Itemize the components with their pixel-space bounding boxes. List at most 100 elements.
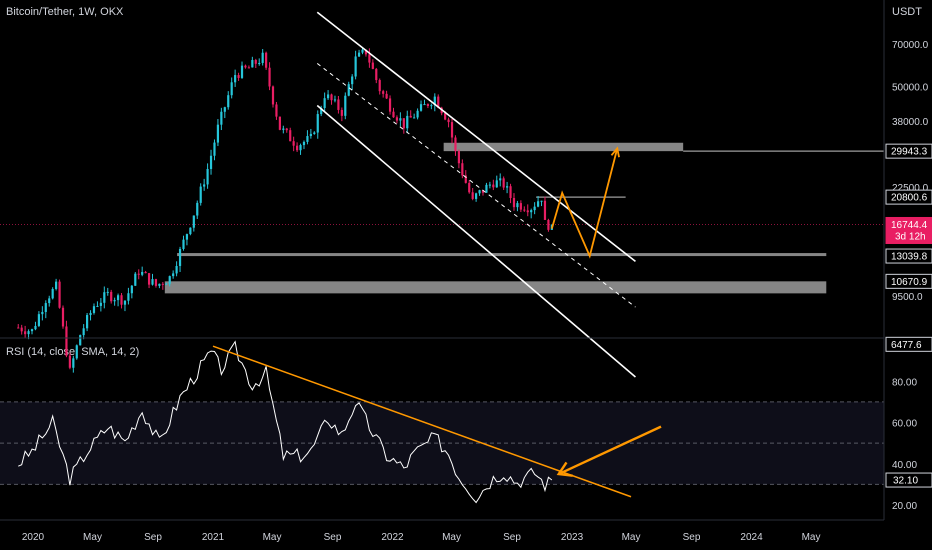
price-badge-value: 6477.6 — [891, 340, 922, 351]
candle-body-9 — [48, 298, 51, 304]
projection-path — [550, 148, 619, 259]
candle-body-143 — [509, 186, 512, 199]
candle-body-36 — [141, 271, 144, 275]
candle-body-69 — [254, 60, 257, 64]
candle-body-43 — [165, 283, 168, 285]
candle-body-32 — [127, 293, 130, 301]
price-badge-value: 29943.3 — [891, 147, 928, 158]
candle-body-95 — [344, 95, 347, 116]
label-layer: 29943.3 20800.6 16744.43d 12h 13039.8 10670.… — [885, 143, 932, 488]
candle-body-78 — [285, 128, 288, 131]
candle-body-129 — [461, 163, 464, 176]
rsi-arrow-head — [556, 461, 573, 477]
price-tick-label: 70000.0 — [892, 40, 929, 51]
time-tick-label: May — [802, 532, 821, 543]
time-tick-label: Sep — [503, 532, 521, 543]
candle-body-68 — [251, 60, 254, 68]
candle-body-4 — [30, 329, 34, 332]
candle-body-144 — [512, 198, 516, 208]
candle-body-79 — [289, 130, 292, 142]
price-badge-box — [885, 189, 932, 205]
candle-body-89 — [323, 98, 326, 108]
candle-body-80 — [292, 141, 295, 146]
candle-body-138 — [492, 184, 495, 188]
candle-body-145 — [516, 203, 519, 208]
candle-body-44 — [168, 276, 171, 284]
rsi-layer — [18, 340, 662, 504]
time-tick-label: Sep — [144, 532, 162, 543]
candle-body-154 — [547, 219, 550, 230]
candle-body-16 — [72, 358, 75, 368]
candle-body-105 — [378, 80, 381, 92]
candle-body-5 — [34, 325, 37, 330]
candle-body-62 — [230, 82, 233, 96]
candle-body-64 — [237, 75, 240, 78]
candle-body-47 — [178, 248, 182, 266]
price-badge-box — [885, 273, 932, 289]
zone-layer — [0, 142, 884, 294]
candle-body-137 — [488, 184, 491, 186]
candle-layer — [17, 47, 553, 373]
candle-body-27 — [110, 291, 113, 302]
time-tick-label: 2021 — [202, 532, 225, 543]
candle-body-93 — [337, 99, 340, 110]
candle-body-77 — [282, 128, 285, 130]
time-tick-label: May — [622, 532, 641, 543]
candle-body-48 — [182, 239, 185, 249]
candle-body-52 — [196, 202, 199, 216]
candle-body-10 — [51, 288, 54, 299]
candle-body-21 — [89, 312, 92, 316]
rsi-band-layer — [0, 401, 884, 485]
candle-body-41 — [158, 283, 161, 286]
rsi-tick-label: 40.00 — [892, 460, 917, 471]
candle-body-17 — [75, 345, 78, 359]
candle-body-12 — [58, 281, 61, 308]
candle-body-46 — [175, 265, 178, 274]
candle-body-54 — [203, 184, 206, 187]
candle-body-127 — [454, 137, 457, 152]
candle-body-116 — [416, 110, 419, 118]
candle-body-59 — [220, 111, 223, 125]
candle-body-130 — [464, 175, 467, 183]
price-badge-box — [885, 336, 932, 352]
rsi-series-line — [18, 340, 553, 504]
candle-body-114 — [409, 115, 412, 118]
candle-body-24 — [99, 302, 102, 306]
candle-body-30 — [120, 295, 123, 305]
candle-body-7 — [41, 311, 44, 315]
time-tick-label: 2020 — [22, 532, 45, 543]
chart-symbol-title: Bitcoin/Tether, 1W, OKX — [6, 6, 124, 18]
candle-body-153 — [543, 200, 547, 220]
price-tick-label: 50000.0 — [892, 82, 929, 93]
candle-body-53 — [199, 186, 202, 203]
price-badge-value: 20800.6 — [891, 193, 928, 204]
candle-body-72 — [265, 52, 268, 68]
candle-body-58 — [216, 124, 220, 143]
time-tick-label: 2023 — [561, 532, 584, 543]
candle-body-96 — [347, 84, 350, 96]
rsi-tick-label: 80.00 — [892, 377, 917, 388]
candle-body-128 — [457, 151, 461, 164]
candle-body-110 — [395, 117, 399, 121]
candle-body-119 — [426, 104, 430, 107]
rsi-arrow-shaft — [558, 425, 662, 476]
candle-body-120 — [430, 105, 433, 107]
candle-body-115 — [413, 117, 416, 119]
candle-body-14 — [65, 326, 68, 356]
candle-body-76 — [278, 116, 281, 130]
candle-body-50 — [189, 227, 192, 235]
candle-body-29 — [116, 295, 120, 301]
candle-body-55 — [206, 168, 209, 185]
candle-body-31 — [123, 300, 127, 305]
currency-label: USDT — [892, 6, 922, 18]
time-tick-label: May — [83, 532, 102, 543]
time-tick-label: 2022 — [381, 532, 404, 543]
candle-body-125 — [447, 119, 450, 123]
time-tick-label: May — [263, 532, 282, 543]
candle-body-26 — [106, 291, 109, 293]
candle-body-135 — [481, 190, 485, 193]
candle-body-118 — [423, 104, 426, 106]
candle-body-28 — [113, 300, 116, 302]
candle-body-61 — [227, 95, 230, 108]
